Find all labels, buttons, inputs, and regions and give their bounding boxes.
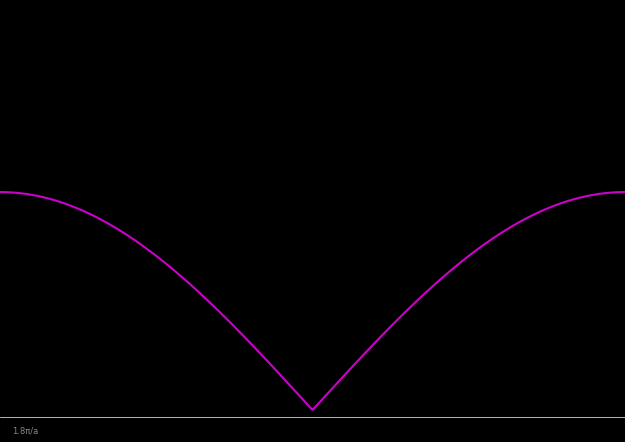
Text: 1.8π/a: 1.8π/a: [12, 426, 39, 435]
